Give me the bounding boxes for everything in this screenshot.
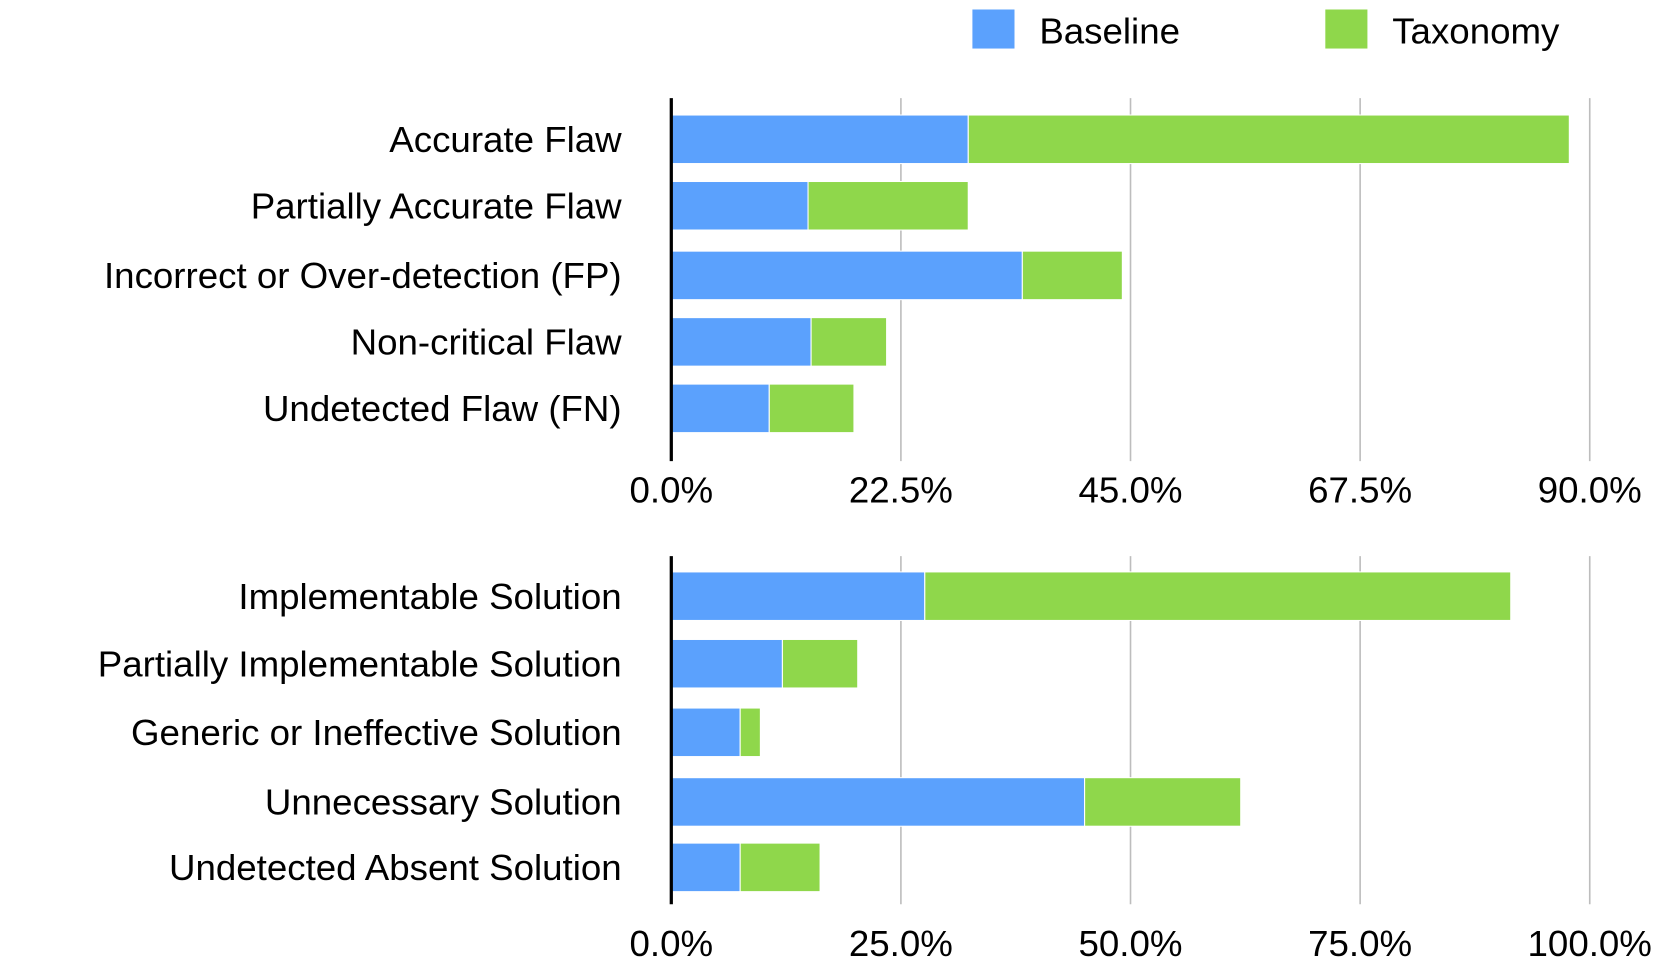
category-label: Accurate Flaw <box>389 119 622 160</box>
bar-taxonomy <box>967 114 1570 165</box>
bar-taxonomy <box>924 571 1512 621</box>
bar-baseline <box>670 383 770 434</box>
flaw-chart-panel: 0.0% 22.5% 45.0% 67.5% 90.0% Accurate Flaw Par… <box>104 98 1642 510</box>
category-label: Undetected Absent Solution <box>169 847 622 888</box>
legend-label-baseline: Baseline <box>1039 11 1180 52</box>
bar-taxonomy <box>781 638 859 689</box>
bar-baseline <box>670 180 809 231</box>
bar-taxonomy <box>739 842 821 893</box>
solution-chart-panel: 0.0% 25.0% 50.0% 75.0% 100.0% Implementable S… <box>98 556 1652 964</box>
x-tick-label: 90.0% <box>1538 470 1642 511</box>
x-tick-label: 75.0% <box>1308 923 1412 964</box>
category-label: Partially Accurate Flaw <box>251 186 623 227</box>
bar-taxonomy <box>807 180 969 231</box>
category-label: Generic or Ineffective Solution <box>131 712 622 753</box>
bar-baseline <box>670 571 926 621</box>
bar-taxonomy <box>768 383 855 434</box>
x-tick-label: 100.0% <box>1528 923 1652 964</box>
bar-taxonomy <box>1021 250 1123 301</box>
legend: Baseline Taxonomy <box>972 9 1560 51</box>
category-label: Undetected Flaw (FN) <box>263 388 622 429</box>
category-label: Implementable Solution <box>238 576 621 617</box>
x-tick-label: 0.0% <box>629 470 713 511</box>
bar-baseline <box>670 638 783 689</box>
bar-baseline <box>670 114 969 165</box>
bar-baseline <box>670 777 1086 827</box>
bar-baseline <box>670 317 812 367</box>
legend-swatch-baseline <box>972 9 1015 49</box>
bar-baseline <box>670 842 741 893</box>
legend-swatch-taxonomy <box>1325 9 1368 49</box>
bar-baseline <box>670 707 741 758</box>
x-tick-label: 22.5% <box>849 470 953 511</box>
category-label: Incorrect or Over-detection (FP) <box>104 255 622 296</box>
bar-taxonomy <box>1084 777 1242 827</box>
legend-label-taxonomy: Taxonomy <box>1392 11 1560 52</box>
category-label: Non-critical Flaw <box>351 322 623 363</box>
x-tick-label: 45.0% <box>1079 470 1183 511</box>
bar-taxonomy <box>810 317 888 367</box>
x-tick-label: 67.5% <box>1308 470 1412 511</box>
bar-baseline <box>670 250 1023 301</box>
category-label: Partially Implementable Solution <box>98 644 622 685</box>
category-label: Unnecessary Solution <box>265 782 622 823</box>
x-tick-label: 0.0% <box>629 923 713 964</box>
x-tick-label: 50.0% <box>1079 923 1183 964</box>
x-tick-label: 25.0% <box>849 923 953 964</box>
bar-taxonomy <box>739 707 761 758</box>
